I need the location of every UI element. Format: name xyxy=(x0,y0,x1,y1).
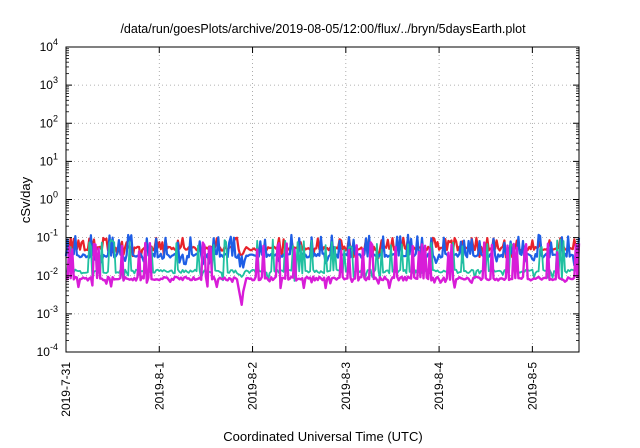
x-tick-label: 2019-8-2 xyxy=(246,362,260,410)
y-tick-label: 101 xyxy=(40,151,58,168)
chart-title: /data/run/goesPlots/archive/2019-08-05/1… xyxy=(120,22,526,36)
y-axis-label: cSv/day xyxy=(18,176,33,223)
grid-lines xyxy=(66,47,579,352)
y-axis-ticks: 10-4 10-3 10-2 10-1 100 101 102 103 104 xyxy=(37,37,579,359)
x-tick-label: 2019-8-4 xyxy=(432,362,446,410)
x-axis-ticks: 2019-7-31 2019-8-1 2019-8-2 2019-8-3 2019-8-… xyxy=(59,47,539,417)
y-tick-label: 100 xyxy=(40,190,58,207)
x-tick-label: 2019-7-31 xyxy=(59,362,73,417)
y-tick-label: 10-4 xyxy=(37,342,58,359)
x-tick-label: 2019-8-1 xyxy=(152,362,166,410)
x-tick-label: 2019-8-5 xyxy=(525,362,539,410)
x-axis-label: Coordinated Universal Time (UTC) xyxy=(223,429,422,444)
y-tick-label: 10-1 xyxy=(37,228,58,245)
y-tick-label: 103 xyxy=(40,75,58,92)
y-tick-label: 10-3 xyxy=(37,304,58,321)
series-layer xyxy=(64,233,581,306)
y-tick-label: 10-2 xyxy=(37,266,58,283)
x-tick-label: 2019-8-3 xyxy=(339,362,353,410)
y-tick-label: 102 xyxy=(40,113,58,130)
series-line-4 xyxy=(65,241,581,306)
y-tick-label: 104 xyxy=(40,37,58,54)
